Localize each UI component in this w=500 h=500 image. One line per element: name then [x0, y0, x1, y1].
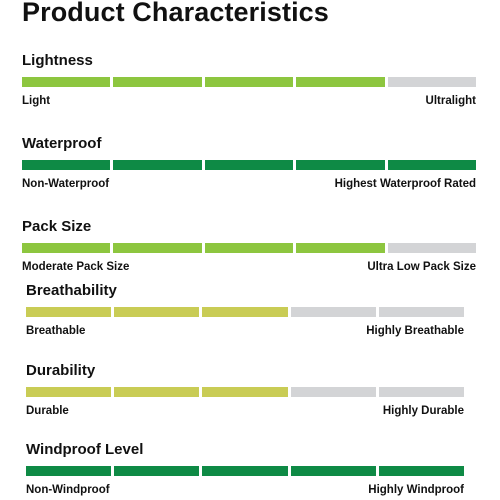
rating-segment-filled	[387, 160, 477, 170]
rating-bar	[26, 466, 465, 476]
rating-segment-filled	[202, 307, 288, 317]
rating-segment-filled	[204, 160, 294, 170]
rating-segment-filled	[22, 77, 111, 87]
rating-segment-filled	[204, 243, 294, 253]
rating-bar	[22, 160, 477, 170]
rating-segment-filled	[113, 243, 202, 253]
rating-segment-empty	[290, 307, 376, 317]
rating-segment-filled	[26, 307, 112, 317]
rating-segment-filled	[113, 160, 202, 170]
scale-max-label: Ultra Low Pack Size	[367, 261, 476, 273]
rating-segment-filled	[202, 466, 288, 476]
rating-segment-filled	[113, 77, 202, 87]
scale-max-label: Highly Durable	[382, 405, 464, 417]
rating-segment-empty	[378, 387, 465, 397]
rating-segment-filled	[114, 466, 200, 476]
scale-min-label: Light	[22, 95, 51, 107]
page-title: Product Characteristics	[22, 0, 329, 27]
rating-bar	[26, 387, 465, 397]
rating-bar	[22, 77, 477, 87]
rating-segment-empty	[378, 307, 465, 317]
scale-min-label: Breathable	[26, 325, 86, 337]
rating-segment-filled	[26, 387, 112, 397]
rating-bar	[26, 307, 465, 317]
rating-segment-empty	[290, 387, 376, 397]
characteristic-name: Waterproof	[22, 135, 102, 152]
scale-min-label: Moderate Pack Size	[22, 261, 130, 273]
rating-segment-empty	[387, 243, 477, 253]
rating-segment-filled	[378, 466, 465, 476]
rating-segment-filled	[290, 466, 376, 476]
rating-segment-filled	[114, 387, 200, 397]
rating-segment-filled	[22, 243, 111, 253]
scale-max-label: Highly Windproof	[368, 484, 464, 496]
rating-segment-filled	[296, 160, 385, 170]
scale-max-label: Highly Breathable	[366, 325, 464, 337]
rating-segment-filled	[204, 77, 294, 87]
scale-min-label: Durable	[26, 405, 69, 417]
rating-segment-filled	[22, 160, 111, 170]
rating-segment-filled	[296, 243, 385, 253]
rating-segment-filled	[26, 466, 112, 476]
characteristic-name: Lightness	[22, 52, 93, 69]
scale-max-label: Highest Waterproof Rated	[334, 178, 476, 190]
scale-max-label: Ultralight	[425, 95, 476, 107]
characteristic-name: Durability	[26, 362, 96, 379]
characteristic-name: Pack Size	[22, 218, 92, 235]
scale-min-label: Non-Waterproof	[22, 178, 110, 190]
rating-segment-empty	[387, 77, 477, 87]
rating-segment-filled	[114, 307, 200, 317]
rating-bar	[22, 243, 477, 253]
characteristic-name: Breathability	[26, 282, 117, 299]
characteristic-name: Windproof Level	[26, 441, 144, 458]
rating-segment-filled	[296, 77, 385, 87]
rating-segment-filled	[202, 387, 288, 397]
scale-min-label: Non-Windproof	[26, 484, 110, 496]
